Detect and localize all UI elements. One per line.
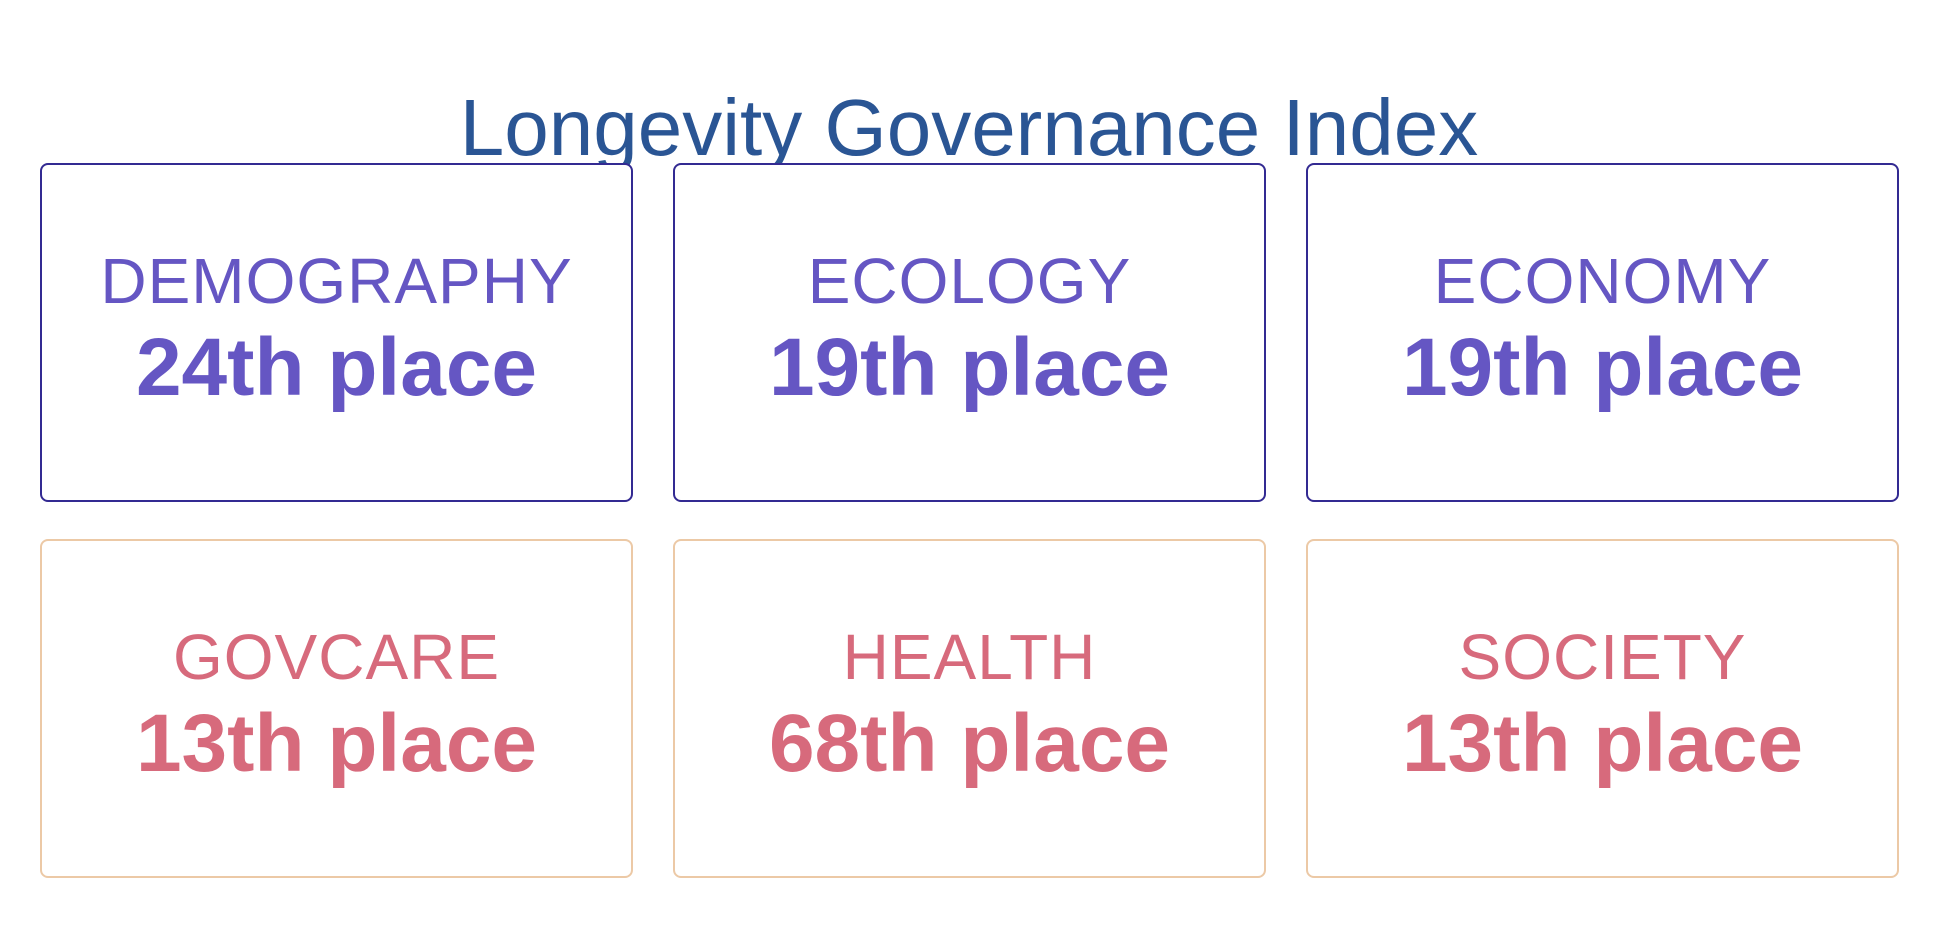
card-rank-value: 19th place <box>768 321 1171 413</box>
card-govcare: GOVCARE 13th place <box>40 539 633 878</box>
card-society: SOCIETY 13th place <box>1306 539 1899 878</box>
card-rank-value: 24th place <box>135 321 538 413</box>
card-rank-value: 68th place <box>768 697 1171 789</box>
card-health: HEALTH 68th place <box>673 539 1266 878</box>
card-rank-value: 19th place <box>1401 321 1804 413</box>
card-rank-value: 13th place <box>135 697 538 789</box>
card-category-label: SOCIETY <box>1458 620 1747 693</box>
card-economy: ECONOMY 19th place <box>1306 163 1899 502</box>
card-rank-value: 13th place <box>1401 697 1804 789</box>
page-title: Longevity Governance Index <box>459 82 1479 172</box>
card-category-label: ECONOMY <box>1433 244 1772 317</box>
card-ecology: ECOLOGY 19th place <box>673 163 1266 502</box>
index-card-grid: DEMOGRAPHY 24th place ECOLOGY 19th place… <box>40 163 1899 878</box>
card-category-label: HEALTH <box>842 620 1097 693</box>
card-category-label: GOVCARE <box>172 620 501 693</box>
card-demography: DEMOGRAPHY 24th place <box>40 163 633 502</box>
card-category-label: ECOLOGY <box>807 244 1132 317</box>
card-category-label: DEMOGRAPHY <box>100 244 573 317</box>
